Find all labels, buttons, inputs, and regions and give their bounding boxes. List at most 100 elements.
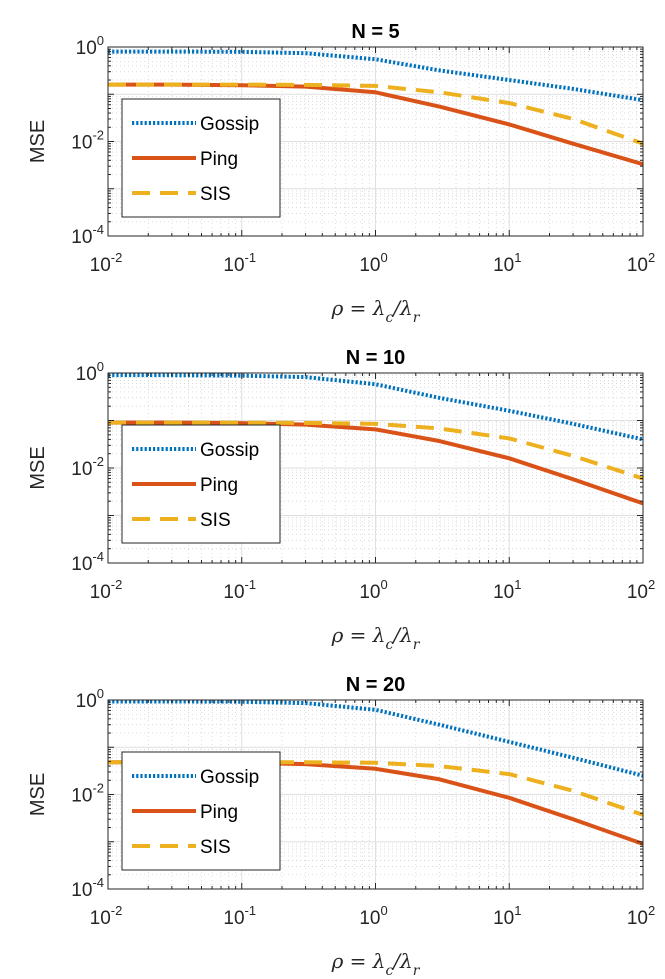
y-axis-label: MSE bbox=[27, 773, 49, 816]
x-axis-label-part: ρ = λ bbox=[331, 296, 386, 320]
x-tick-label-exponent: -1 bbox=[245, 903, 257, 918]
legend-label-sis: SIS bbox=[200, 837, 231, 858]
y-tick-label-exponent: 0 bbox=[97, 359, 104, 374]
x-axis-label-part: /λ bbox=[391, 623, 412, 647]
x-tick-label-base: 10 bbox=[627, 255, 648, 276]
x-tick-label: 102 bbox=[627, 577, 655, 603]
y-tick-label: 10-2 bbox=[71, 781, 104, 807]
x-tick-label-base: 10 bbox=[223, 255, 244, 276]
y-tick-label: 10-4 bbox=[71, 222, 104, 248]
x-tick-label-exponent: 1 bbox=[514, 903, 521, 918]
y-tick-label-exponent: -4 bbox=[92, 875, 104, 890]
x-tick-label-exponent: 0 bbox=[380, 903, 387, 918]
x-axis-label-subscript: r bbox=[413, 310, 421, 326]
y-tick-label-exponent: 0 bbox=[97, 33, 104, 48]
x-tick-label: 10-2 bbox=[90, 577, 123, 603]
y-tick-label: 100 bbox=[76, 33, 104, 59]
series-line-gossip bbox=[108, 49, 644, 103]
legend: Gossip Ping SIS bbox=[121, 424, 281, 544]
x-tick-label-base: 10 bbox=[359, 255, 380, 276]
x-tick-label-base: 10 bbox=[493, 582, 514, 603]
x-tick-label-exponent: 2 bbox=[648, 250, 655, 265]
y-tick-label-base: 10 bbox=[71, 133, 92, 154]
y-tick-label-exponent: 0 bbox=[97, 686, 104, 701]
x-axis-label-part: /λ bbox=[391, 296, 412, 320]
legend-label-gossip: Gossip bbox=[200, 767, 259, 788]
y-tick-label-base: 10 bbox=[71, 880, 92, 901]
y-tick-label-base: 10 bbox=[76, 364, 97, 385]
x-tick-label: 102 bbox=[627, 903, 655, 929]
legend-label-ping: Ping bbox=[200, 802, 238, 823]
x-tick-label: 10-1 bbox=[223, 903, 256, 929]
panel-title: N = 10 bbox=[346, 347, 405, 369]
x-tick-label-exponent: -2 bbox=[111, 577, 123, 592]
x-tick-label: 100 bbox=[359, 577, 387, 603]
x-axis-label: ρ = λc/λr bbox=[331, 623, 421, 653]
x-tick-label-base: 10 bbox=[223, 582, 244, 603]
y-tick-label: 10-2 bbox=[71, 454, 104, 480]
x-tick-label-base: 10 bbox=[90, 908, 111, 929]
y-tick-label-base: 10 bbox=[71, 227, 92, 248]
x-tick-label-exponent: 1 bbox=[514, 250, 521, 265]
x-tick-label-base: 10 bbox=[90, 255, 111, 276]
x-tick-label-exponent: 2 bbox=[648, 903, 655, 918]
x-tick-label: 101 bbox=[493, 577, 521, 603]
y-tick-label: 10-4 bbox=[71, 549, 104, 575]
x-tick-label-base: 10 bbox=[493, 255, 514, 276]
x-axis-label-subscript: c bbox=[385, 963, 393, 979]
x-axis-label-part: ρ = λ bbox=[331, 623, 386, 647]
y-tick-label-base: 10 bbox=[76, 38, 97, 59]
y-axis-label: MSE bbox=[27, 446, 49, 489]
x-tick-label: 100 bbox=[359, 250, 387, 276]
y-tick-label-base: 10 bbox=[71, 459, 92, 480]
x-tick-label-base: 10 bbox=[359, 582, 380, 603]
x-tick-label-exponent: 0 bbox=[380, 577, 387, 592]
legend-label-ping: Ping bbox=[200, 149, 238, 170]
x-tick-label-exponent: -1 bbox=[245, 250, 257, 265]
x-tick-label: 101 bbox=[493, 250, 521, 276]
x-axis-label-subscript: c bbox=[385, 637, 393, 653]
x-axis-label-subscript: c bbox=[385, 310, 393, 326]
legend-label-sis: SIS bbox=[200, 510, 231, 531]
x-tick-label: 100 bbox=[359, 903, 387, 929]
x-tick-label: 10-1 bbox=[223, 250, 256, 276]
y-tick-label-exponent: -2 bbox=[92, 128, 104, 143]
legend-label-gossip: Gossip bbox=[200, 114, 259, 135]
y-tick-label: 100 bbox=[76, 686, 104, 712]
x-tick-label-exponent: -1 bbox=[245, 577, 257, 592]
panel-title: N = 5 bbox=[351, 21, 399, 43]
legend: Gossip Ping SIS bbox=[121, 751, 281, 871]
x-tick-label: 10-2 bbox=[90, 250, 123, 276]
y-tick-label-base: 10 bbox=[71, 786, 92, 807]
x-axis-label: ρ = λc/λr bbox=[331, 949, 421, 979]
x-tick-label-base: 10 bbox=[627, 582, 648, 603]
series-line-sis bbox=[108, 82, 644, 146]
legend: Gossip Ping SIS bbox=[121, 98, 281, 218]
x-tick-label-exponent: -2 bbox=[111, 250, 123, 265]
x-tick-label-base: 10 bbox=[627, 908, 648, 929]
y-tick-label: 100 bbox=[76, 359, 104, 385]
legend-label-gossip: Gossip bbox=[200, 440, 259, 461]
x-axis-label-subscript: r bbox=[413, 963, 421, 979]
x-axis-label-part: ρ = λ bbox=[331, 949, 386, 973]
x-tick-label-exponent: 0 bbox=[380, 250, 387, 265]
y-axis-label: MSE bbox=[27, 120, 49, 163]
y-tick-label: 10-4 bbox=[71, 875, 104, 901]
legend-label-sis: SIS bbox=[200, 184, 231, 205]
x-tick-label-exponent: -2 bbox=[111, 903, 123, 918]
y-tick-label-exponent: -2 bbox=[92, 454, 104, 469]
x-tick-label-base: 10 bbox=[90, 582, 111, 603]
series-line-sis bbox=[108, 420, 644, 481]
x-axis-label-subscript: r bbox=[413, 637, 421, 653]
y-tick-label-exponent: -4 bbox=[92, 222, 104, 237]
x-tick-label-base: 10 bbox=[493, 908, 514, 929]
y-tick-label-exponent: -2 bbox=[92, 781, 104, 796]
x-tick-label: 101 bbox=[493, 903, 521, 929]
legend-label-ping: Ping bbox=[200, 475, 238, 496]
x-axis-label: ρ = λc/λr bbox=[331, 296, 421, 326]
x-tick-label: 10-1 bbox=[223, 577, 256, 603]
x-tick-label: 10-2 bbox=[90, 903, 123, 929]
